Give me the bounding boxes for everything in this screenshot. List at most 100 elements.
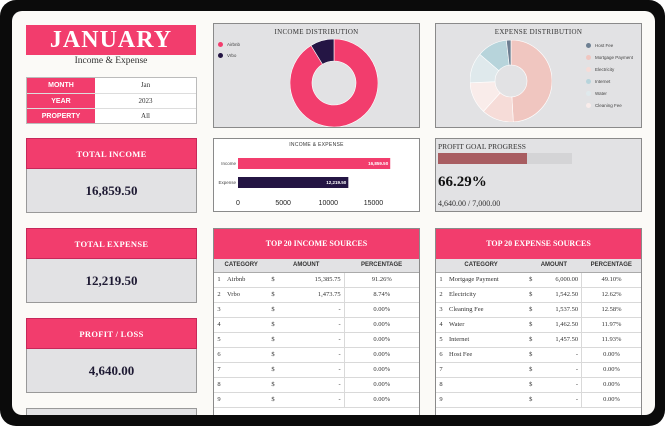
row-category: Mortgage Payment [446,272,527,288]
table-row[interactable]: 7 $ -0.00% [214,362,419,378]
row-percentage: 0.00% [581,362,641,378]
table-row[interactable]: 5 Internet $1,457.50 11.93% [436,332,641,348]
table-row[interactable]: 4 $ -0.00% [214,317,419,333]
dashboard-subtitle: Income & Expense [74,56,148,66]
income-donut-chart [290,39,378,127]
expense-distribution-panel: EXPENSE DISTRIBUTION Host Fee Mortgage P… [435,23,642,128]
legend-swatch [586,91,591,97]
row-index: 8 [214,377,224,393]
profit-loss-value: 4,640.00 [26,349,197,393]
filter-row-year[interactable]: YEAR 2023 [27,93,196,108]
row-index: 1 [436,272,446,288]
table-row[interactable]: 1 Mortgage Payment $6,000.00 49.10% [436,272,641,288]
row-category: Cleaning Fee [446,302,527,318]
table-row[interactable]: 8 $ -0.00% [214,377,419,393]
bar-income [238,158,391,169]
total-expense-value: 12,219.50 [26,259,197,303]
row-index: 1 [214,272,224,288]
row-currency: $ [268,302,286,318]
bar-category-label: Expense [218,180,236,185]
income-expense-panel: INCOME & EXPENSE Income 16,859.50 Expense 1… [213,138,420,212]
row-amount: 15,385.75 [285,272,345,288]
row-percentage: 0.00% [581,377,641,393]
legend-item-electricity: Electricity [586,67,614,73]
row-currency: $ [268,377,286,393]
row-percentage: 0.00% [343,392,419,408]
row-category [224,317,269,333]
legend-swatch [586,79,591,85]
column-header: PERCENTAGE [344,259,419,273]
pie-slice-vrbo [310,39,335,65]
row-amount: 6,000.00 [539,272,582,288]
table-row[interactable]: 3 Cleaning Fee $1,537.50 12.58% [436,302,641,318]
legend-swatch [218,42,223,48]
row-index: 2 [436,287,446,303]
row-index: 2 [214,287,224,303]
profit-goal-percent: 66.29% [438,174,487,190]
filter-value-year[interactable]: 2023 [95,94,196,108]
expense-sources-grid: CATEGORY AMOUNT PERCENTAGE 1 Mortgage Pay… [436,259,641,408]
row-category: Internet [446,332,527,348]
profit-goal-track [438,153,572,164]
x-tick-label: 0 [236,200,240,207]
income-sources-table: TOP 20 INCOME SOURCES CATEGORY AMOUNT PE… [213,228,420,415]
table-row[interactable]: 7 $ -0.00% [436,362,641,378]
row-amount: 1,537.50 [539,302,582,318]
table-row[interactable]: 4 Water $1,462.50 11.97% [436,317,641,333]
income-expense-title: INCOME & EXPENSE [289,142,344,148]
table-row[interactable]: 2 Electricity $1,542.50 12.62% [436,287,641,303]
total-income-label: TOTAL INCOME [26,138,197,169]
row-currency: $ [268,287,286,303]
row-percentage: 0.00% [343,332,419,348]
table-row[interactable]: 5 $ -0.00% [214,332,419,348]
table-row[interactable]: 6 $ -0.00% [214,347,419,363]
table-row[interactable]: 8 $ -0.00% [436,377,641,393]
row-category: Vrbo [224,287,269,303]
filter-row-property[interactable]: PROPERTY All [27,108,196,123]
bar-value-label: 12,219.50 [326,180,347,185]
filter-row-month[interactable]: MONTH Jan [27,78,196,93]
row-amount: 1,457.50 [539,332,582,348]
row-percentage: 49.10% [581,272,641,288]
row-amount: 1,542.50 [539,287,582,303]
row-amount: 1,462.50 [539,317,582,333]
legend-item-water: Water [586,91,607,97]
filter-label: YEAR [27,94,95,108]
table-row[interactable]: 9 $ -0.00% [436,392,641,408]
row-currency: $ [526,302,540,318]
row-currency: $ [526,362,540,378]
row-amount: - [285,317,345,333]
row-currency: $ [526,317,540,333]
profit-goal-progress-text: 4,640.00 / 7,000.00 [438,199,501,208]
month-title: JANUARY [26,25,196,55]
profit-goal-panel: PROFIT GOAL PROGRESS 66.29% 4,640.00 / 7… [435,138,642,212]
row-index: 3 [214,302,224,318]
table-row[interactable]: 3 $ -0.00% [214,302,419,318]
row-percentage: 8.74% [343,287,419,303]
row-index: 9 [214,392,224,408]
row-percentage: 0.00% [343,302,419,318]
filter-value-property[interactable]: All [95,109,196,123]
dashboard: JANUARY Income & Expense MONTH Jan YEAR … [12,11,655,415]
row-amount: - [285,332,345,348]
legend-item-airbnb: Airbnb [218,42,240,48]
legend-swatch [586,103,591,109]
row-currency: $ [526,287,540,303]
filter-value-month[interactable]: Jan [95,78,196,93]
table-row[interactable]: 1 Airbnb $15,385.75 91.26% [214,272,419,288]
table-row[interactable]: 6 Host Fee $ -0.00% [436,347,641,363]
table-row[interactable]: 2 Vrbo $1,473.75 8.74% [214,287,419,303]
row-percentage: 11.97% [581,317,641,333]
row-category [446,362,527,378]
income-sources-grid: CATEGORY AMOUNT PERCENTAGE 1 Airbnb $15,38… [214,259,419,408]
row-index: 4 [214,317,224,333]
table-row[interactable]: 9 $ -0.00% [214,392,419,408]
row-index: 6 [436,347,446,363]
pie-slice-mortgage-payment [510,40,552,122]
legend-swatch [586,67,591,73]
row-category [224,347,269,363]
row-currency: $ [526,377,540,393]
row-amount: - [539,377,582,393]
row-index: 5 [214,332,224,348]
row-currency: $ [268,317,286,333]
